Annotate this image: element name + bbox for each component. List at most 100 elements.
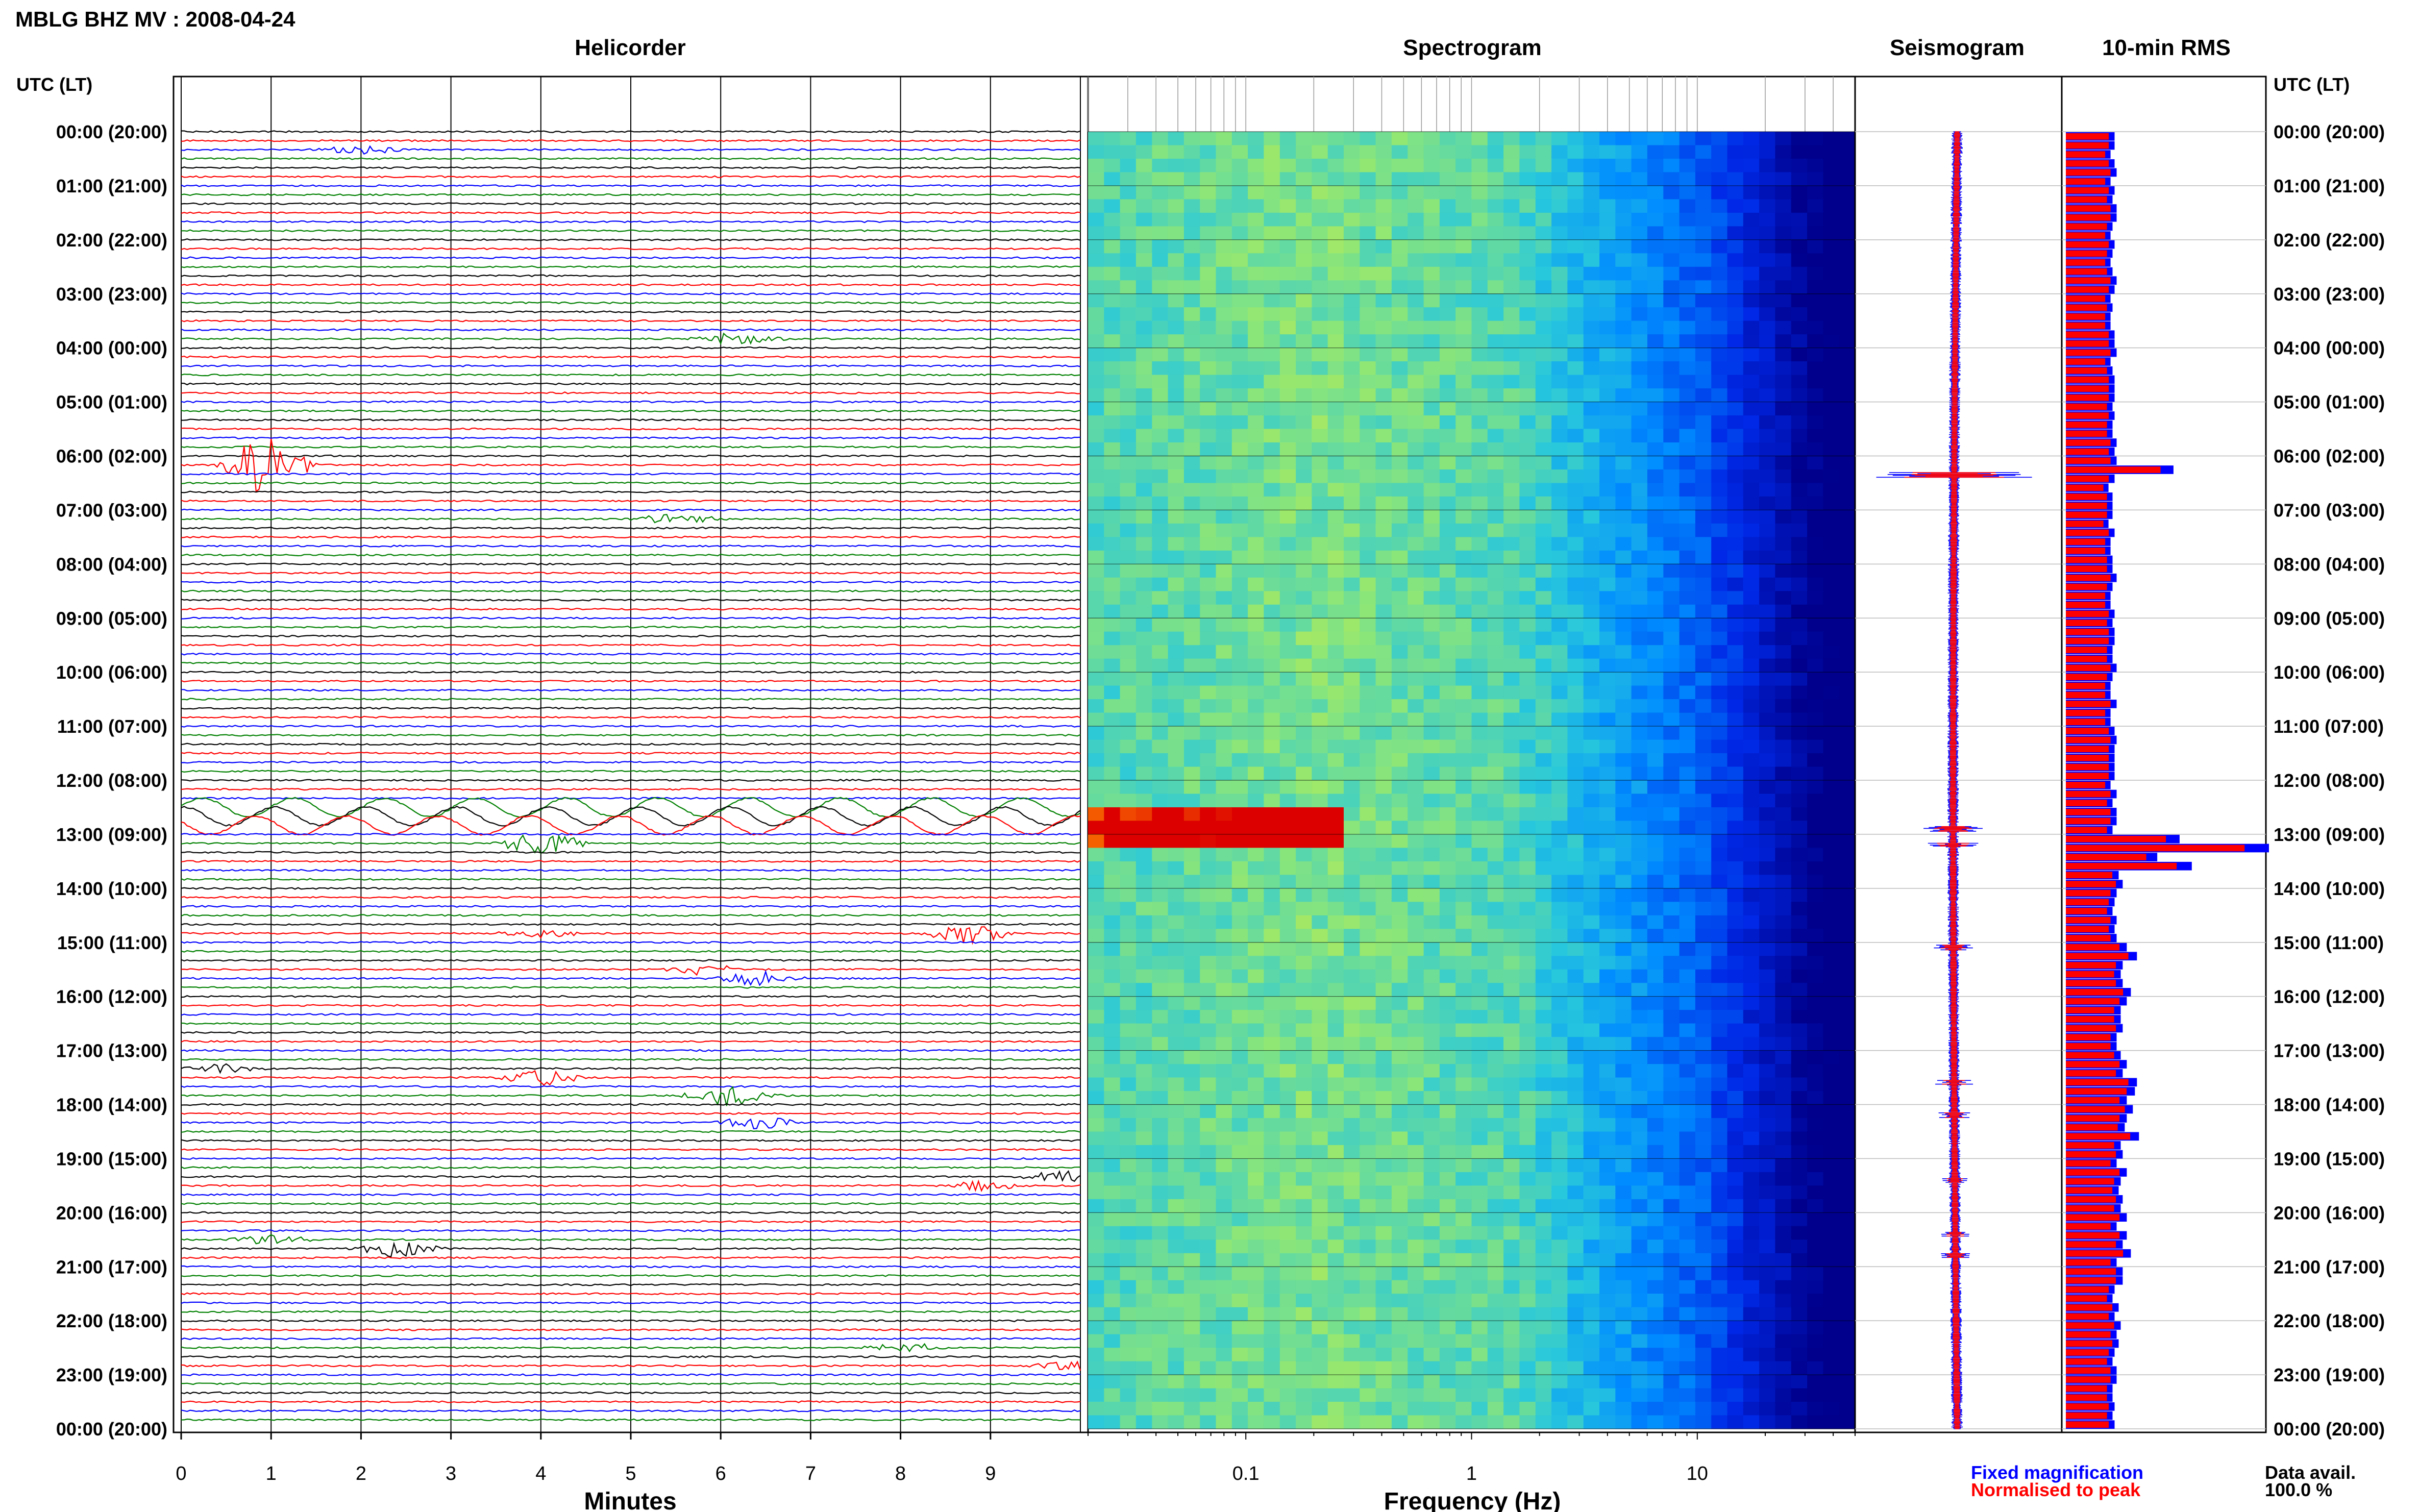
spectrogram-cell — [1679, 1037, 1696, 1051]
spectrogram-cell — [1615, 1172, 1632, 1186]
spectrogram-cell — [1551, 172, 1568, 186]
spectrogram-cell — [1231, 807, 1248, 821]
spectrogram-cell — [1327, 212, 1344, 227]
spectrogram-cell — [1231, 1402, 1248, 1416]
spectrogram-cell — [1823, 469, 1840, 483]
spectrogram-cell — [1503, 1145, 1520, 1159]
spectrogram-cell — [1375, 672, 1392, 686]
spectrogram-cell — [1631, 483, 1648, 497]
helicorder-trace — [181, 905, 1081, 908]
spectrogram-cell — [1775, 631, 1792, 646]
hour-label-right: 13:00 (09:00) — [2274, 824, 2385, 845]
spectrogram-cell — [1248, 199, 1264, 213]
spectrogram-cell — [1583, 496, 1600, 510]
spectrogram-cell — [1583, 685, 1600, 700]
hour-label-left: 14:00 (10:00) — [56, 878, 167, 899]
spectrogram-cell — [1487, 1091, 1504, 1105]
spectrogram-cell — [1519, 956, 1536, 970]
spectrogram-cell — [1248, 266, 1264, 281]
spectrogram-cell — [1519, 442, 1536, 456]
spectrogram-cell — [1344, 1118, 1360, 1132]
spectrogram-cell — [1679, 185, 1696, 200]
spectrogram-cell — [1183, 577, 1200, 591]
spectrogram-cell — [1455, 1199, 1472, 1213]
spectrogram-cell — [1519, 821, 1536, 835]
spectrogram-cell — [1296, 172, 1312, 186]
spectrogram-cell — [1104, 766, 1121, 781]
spectrogram-cell — [1775, 1199, 1792, 1213]
spectrogram-cell — [1327, 415, 1344, 430]
spectrogram-cell — [1183, 685, 1200, 700]
spectrogram-cell — [1327, 564, 1344, 578]
spectrogram-cell — [1807, 1226, 1823, 1240]
spectrogram-cell — [1200, 1402, 1217, 1416]
hour-label-right: 07:00 (03:00) — [2274, 500, 2385, 520]
spectrogram-cell — [1439, 1375, 1456, 1389]
spectrogram-cell — [1487, 145, 1504, 159]
spectrogram-cell — [1471, 807, 1488, 821]
spectrogram-cell — [1344, 1050, 1360, 1064]
spectrogram-cell — [1519, 1280, 1536, 1294]
spectrogram-cell — [1711, 1307, 1728, 1321]
spectrogram-cell — [1695, 685, 1712, 700]
spectrogram-cell — [1248, 1172, 1264, 1186]
spectrogram-cell — [1727, 564, 1744, 578]
spectrogram-cell — [1599, 510, 1616, 524]
spectrogram-cell — [1375, 1388, 1392, 1402]
spectrogram-cell — [1296, 1375, 1312, 1389]
spectrogram-cell — [1327, 996, 1344, 1010]
spectrogram-cell — [1279, 821, 1296, 835]
spectrogram-cell — [1375, 1077, 1392, 1092]
spectrogram-cell — [1759, 753, 1775, 767]
spectrogram-cell — [1695, 1077, 1712, 1092]
spectrogram-cell — [1711, 1388, 1728, 1402]
spectrogram-cell — [1279, 996, 1296, 1010]
spectrogram-cell — [1279, 915, 1296, 929]
spectrogram-cell — [1791, 361, 1808, 376]
spectrogram-cell — [1296, 1307, 1312, 1321]
spectrogram-cell — [1455, 631, 1472, 646]
spectrogram-cell — [1647, 983, 1664, 997]
spectrogram-cell — [1663, 523, 1680, 537]
spectrogram-cell — [1535, 1037, 1552, 1051]
spectrogram-cell — [1487, 875, 1504, 889]
spectrogram-cell — [1439, 307, 1456, 321]
spectrogram-cell — [1391, 537, 1408, 551]
spectrogram-cell — [1423, 942, 1440, 956]
helicorder-trace — [181, 752, 1081, 755]
spectrogram-cell — [1088, 821, 1104, 835]
spectrogram-cell — [1248, 794, 1264, 808]
spectrogram-cell — [1583, 1077, 1600, 1092]
spectrogram-cell — [1183, 226, 1200, 240]
spectrogram-cell — [1535, 1172, 1552, 1186]
spectrogram-cell — [1136, 1037, 1152, 1051]
spectrogram-cell — [1839, 658, 1856, 673]
spectrogram-cell — [1663, 591, 1680, 605]
spectrogram-cell — [1551, 132, 1568, 145]
spectrogram-cell — [1439, 1361, 1456, 1375]
spectrogram-cell — [1296, 929, 1312, 943]
spectrogram-cell — [1423, 239, 1440, 254]
spectrogram-cell — [1759, 429, 1775, 443]
spectrogram-cell — [1535, 564, 1552, 578]
spectrogram-cell — [1312, 253, 1328, 267]
spectrogram-cell — [1583, 361, 1600, 376]
spectrogram-cell — [1535, 348, 1552, 362]
spectrogram-cell — [1423, 293, 1440, 308]
spectrogram-cell — [1759, 1348, 1775, 1362]
spectrogram-cell — [1743, 293, 1760, 308]
helicorder-trace — [181, 1049, 1081, 1052]
spectrogram-cell — [1615, 280, 1632, 294]
spectrogram-cell — [1296, 1010, 1312, 1024]
spectrogram-cell — [1807, 875, 1823, 889]
spectrogram-cell — [1599, 145, 1616, 159]
spectrogram-cell — [1631, 1415, 1648, 1429]
spectrogram-cell — [1663, 1077, 1680, 1092]
spectrogram-cell — [1327, 1199, 1344, 1213]
spectrogram-cell — [1136, 348, 1152, 362]
spectrogram-cell — [1375, 631, 1392, 646]
spectrogram-cell — [1535, 1321, 1552, 1335]
spectrogram-cell — [1647, 320, 1664, 335]
spectrogram-cell — [1216, 307, 1232, 321]
spectrogram-cell — [1296, 875, 1312, 889]
